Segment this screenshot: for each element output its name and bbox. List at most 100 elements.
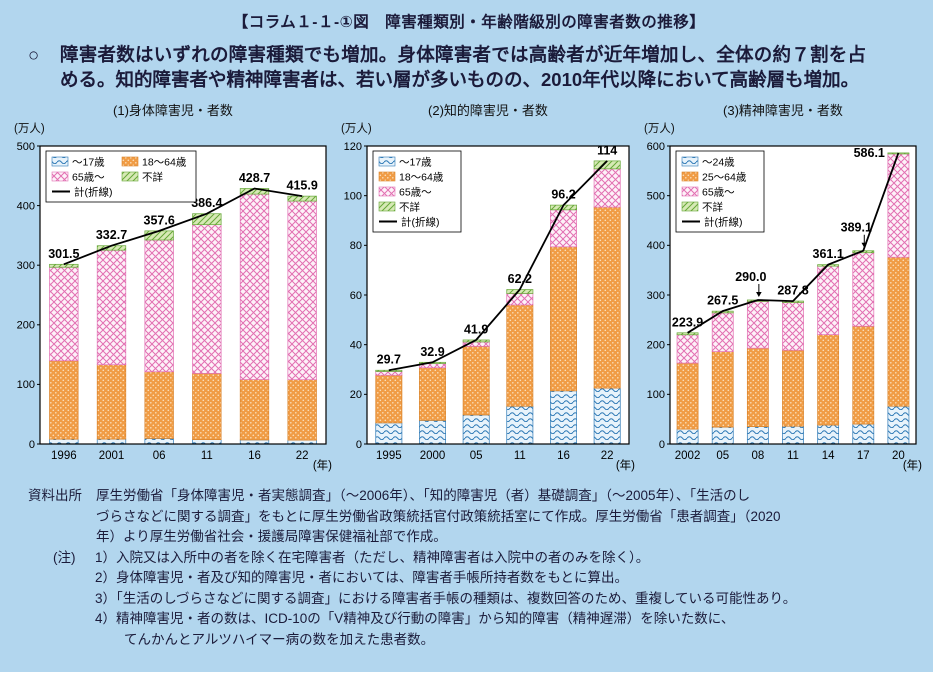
svg-text:41.9: 41.9 xyxy=(464,322,488,336)
note-item: 4）精神障害児・者の数は、ICD-10の「V精神及び行動の障害」から知的障害（精… xyxy=(95,611,735,626)
svg-text:14: 14 xyxy=(822,450,835,462)
svg-text:200: 200 xyxy=(17,320,35,332)
svg-text:29.7: 29.7 xyxy=(377,353,401,367)
svg-text:200: 200 xyxy=(647,339,665,351)
svg-text:2000: 2000 xyxy=(420,450,446,462)
svg-text:20: 20 xyxy=(350,389,362,401)
notes-lines: 1）入院又は入所中の者を除く在宅障害者（ただし、精神障害者は入院中の者のみを除く… xyxy=(95,548,926,651)
svg-text:16: 16 xyxy=(557,450,570,462)
svg-text:96.2: 96.2 xyxy=(551,188,575,202)
chart-panel-mental: (3)精神障害児・者数 (万人) 0 100 200 300 400 500 600 2002… xyxy=(642,100,924,477)
svg-text:65歳～: 65歳～ xyxy=(399,187,432,199)
note-item: 3）「生活のしづらさなどに関する調査」における障害者手帳の種類は、複数回答のため… xyxy=(95,590,797,606)
chart-panel-physical: (1)身体障害児・者数 (万人) 0 100 200 300 400 500 1996 200… xyxy=(12,100,334,477)
svg-text:不詳: 不詳 xyxy=(142,171,163,184)
svg-text:(年): (年) xyxy=(313,458,332,472)
svg-text:1995: 1995 xyxy=(376,450,402,462)
figure-title: 【コラム１-１-①図 障害種類別・年齢階級別の障害者数の推移】 xyxy=(232,14,706,31)
source-attribution: 資料出所 厚生労働省「身体障害児・者実態調査」（～2006年）、「知的障害児（者… xyxy=(12,486,926,548)
svg-text:267.5: 267.5 xyxy=(707,294,738,308)
svg-text:500: 500 xyxy=(647,190,665,202)
svg-text:32.9: 32.9 xyxy=(420,345,444,359)
charts-row: (1)身体障害児・者数 (万人) 0 100 200 300 400 500 1996 200… xyxy=(12,100,926,477)
svg-text:～24歳: ～24歳 xyxy=(702,157,735,169)
svg-text:60: 60 xyxy=(350,290,362,302)
svg-text:428.7: 428.7 xyxy=(239,171,270,185)
svg-text:22: 22 xyxy=(601,450,614,462)
svg-text:300: 300 xyxy=(647,290,665,302)
svg-text:361.1: 361.1 xyxy=(813,247,844,261)
svg-text:計(折線): 計(折線) xyxy=(74,186,113,199)
bottom-white-strip xyxy=(0,672,933,681)
y-axis-unit-label-physical: (万人) xyxy=(14,123,45,135)
svg-text:18～64歳: 18～64歳 xyxy=(399,172,444,184)
svg-text:0: 0 xyxy=(356,439,362,451)
chart-panel-intellectual: (2)知的障害児・者数 (万人) 0 20 40 60 80 100 120 1995 2000… xyxy=(339,100,637,477)
summary-text: 障害者数はいずれの障害種類でも増加。身体障害者では高齢者が近年増加し、全体の約７… xyxy=(60,44,866,90)
svg-text:300: 300 xyxy=(17,260,35,272)
svg-text:05: 05 xyxy=(470,450,483,462)
svg-text:332.7: 332.7 xyxy=(96,228,127,242)
svg-text:114: 114 xyxy=(597,143,617,157)
y-axis-unit-label-mental: (万人) xyxy=(644,123,675,135)
svg-text:62.2: 62.2 xyxy=(508,272,532,286)
svg-text:～17歳: ～17歳 xyxy=(72,157,105,169)
note-item: 2）身体障害児・者及び知的障害児・者においては、障害者手帳所持者数をもとに算出。 xyxy=(95,570,629,585)
notes-block: (注) 1）入院又は入所中の者を除く在宅障害者（ただし、精神障害者は入院中の者の… xyxy=(12,548,926,651)
svg-text:0: 0 xyxy=(659,439,665,451)
svg-text:357.6: 357.6 xyxy=(144,213,175,227)
svg-text:415.9: 415.9 xyxy=(287,179,318,193)
chart-title-intellectual: (2)知的障害児・者数 xyxy=(428,103,548,118)
svg-text:600: 600 xyxy=(647,141,665,153)
svg-text:0: 0 xyxy=(29,439,35,451)
svg-text:(年): (年) xyxy=(616,458,635,472)
notes-label: (注) xyxy=(53,549,76,565)
svg-text:2001: 2001 xyxy=(99,450,125,462)
source-lines: 厚生労働省「身体障害児・者実態調査」（～2006年）、「知的障害児（者）基礎調査… xyxy=(96,486,926,548)
svg-text:11: 11 xyxy=(201,450,213,462)
svg-text:22: 22 xyxy=(296,450,309,462)
svg-text:(年): (年) xyxy=(903,458,922,472)
svg-text:18～64歳: 18～64歳 xyxy=(142,157,187,169)
source-line: づらさなどに関する調査」をもとに厚生労働省政策統括官付政策統括室にて作成。厚生労… xyxy=(96,508,781,524)
svg-text:287.8: 287.8 xyxy=(777,284,808,298)
svg-text:65歳～: 65歳～ xyxy=(702,187,735,199)
svg-text:301.5: 301.5 xyxy=(48,247,79,261)
svg-text:65歳～: 65歳～ xyxy=(72,172,105,184)
source-line: 厚生労働省「身体障害児・者実態調査」（～2006年）、「知的障害児（者）基礎調査… xyxy=(96,488,751,503)
svg-text:386.4: 386.4 xyxy=(191,196,222,210)
mental-disability-stacked-bar-chart: 0 100 200 300 400 500 600 2002 05 08 11 14 17 20 223.9… xyxy=(647,141,923,472)
svg-text:389.1: 389.1 xyxy=(841,221,872,235)
svg-text:100: 100 xyxy=(17,379,35,391)
source-line: 年）より厚生労働省社会・援護局障害保健福祉部で作成。 xyxy=(96,529,447,544)
svg-text:25～64歳: 25～64歳 xyxy=(702,172,747,184)
svg-text:計(折線): 計(折線) xyxy=(401,216,440,229)
svg-text:16: 16 xyxy=(248,450,261,462)
svg-text:11: 11 xyxy=(514,450,526,462)
svg-text:586.1: 586.1 xyxy=(854,146,885,160)
summary: ○ 障害者数はいずれの障害種類でも増加。身体障害者では高齢者が近年増加し、全体の… xyxy=(28,42,912,92)
chart-title-physical: (1)身体障害児・者数 xyxy=(113,103,233,118)
bullet-circle-icon: ○ xyxy=(28,44,40,65)
svg-text:17: 17 xyxy=(857,450,870,462)
svg-text:2002: 2002 xyxy=(675,450,701,462)
svg-text:不詳: 不詳 xyxy=(702,201,723,214)
svg-text:400: 400 xyxy=(17,200,35,212)
svg-text:不詳: 不詳 xyxy=(399,201,420,214)
svg-text:～17歳: ～17歳 xyxy=(399,157,432,169)
svg-text:計(折線): 計(折線) xyxy=(704,216,743,229)
svg-text:400: 400 xyxy=(647,240,665,252)
svg-text:11: 11 xyxy=(787,450,799,462)
svg-text:05: 05 xyxy=(716,450,729,462)
svg-text:500: 500 xyxy=(17,141,35,153)
svg-text:40: 40 xyxy=(350,339,362,351)
svg-text:80: 80 xyxy=(350,240,362,252)
svg-text:1996: 1996 xyxy=(51,450,77,462)
note-item: 1）入院又は入所中の者を除く在宅障害者（ただし、精神障害者は入院中の者のみを除く… xyxy=(95,549,650,565)
svg-text:100: 100 xyxy=(344,190,362,202)
note-item-continuation: てんかんとアルツハイマー病の数を加えた患者数。 xyxy=(124,631,435,647)
svg-text:290.0: 290.0 xyxy=(735,270,766,284)
y-axis-unit-label-intellectual: (万人) xyxy=(341,123,372,135)
svg-text:100: 100 xyxy=(647,389,665,401)
